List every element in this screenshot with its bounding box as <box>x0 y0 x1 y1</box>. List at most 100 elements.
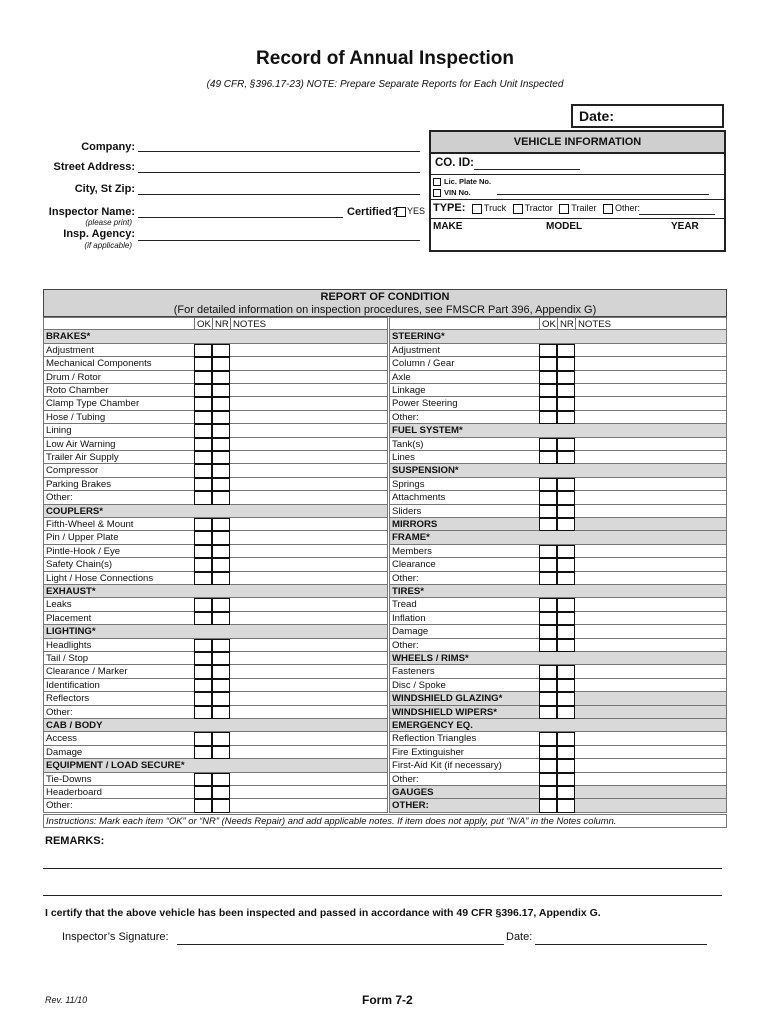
ok-checkbox[interactable] <box>194 558 212 572</box>
ok-checkbox[interactable] <box>194 531 212 545</box>
signature-field[interactable] <box>177 944 504 945</box>
notes-field[interactable] <box>575 572 728 584</box>
ok-checkbox[interactable] <box>194 772 212 786</box>
company-field[interactable] <box>138 151 420 152</box>
ok-checkbox[interactable] <box>539 772 557 786</box>
notes-field[interactable] <box>575 371 728 383</box>
ok-checkbox[interactable] <box>194 518 212 532</box>
nr-checkbox[interactable] <box>212 571 230 585</box>
nr-checkbox[interactable] <box>557 759 575 773</box>
nr-checkbox[interactable] <box>557 410 575 425</box>
ok-checkbox[interactable] <box>539 491 557 505</box>
notes-field[interactable] <box>230 424 389 436</box>
ok-checkbox[interactable] <box>539 370 557 384</box>
nr-checkbox[interactable] <box>557 491 575 505</box>
notes-field[interactable] <box>230 451 389 463</box>
nr-checkbox[interactable] <box>212 437 230 451</box>
ok-checkbox[interactable] <box>539 786 557 800</box>
notes-field[interactable] <box>230 545 389 557</box>
city-field[interactable] <box>138 194 420 195</box>
vin-option[interactable]: VIN No. <box>433 187 722 198</box>
ok-checkbox[interactable] <box>194 692 212 706</box>
notes-field[interactable] <box>575 746 728 758</box>
ok-checkbox[interactable] <box>194 491 212 505</box>
nr-checkbox[interactable] <box>557 611 575 626</box>
nr-checkbox[interactable] <box>212 464 230 478</box>
nr-checkbox[interactable] <box>212 531 230 545</box>
nr-checkbox[interactable] <box>557 518 575 532</box>
notes-field[interactable] <box>575 505 728 517</box>
notes-field[interactable] <box>230 411 389 423</box>
nr-checkbox[interactable] <box>557 745 575 760</box>
notes-field[interactable] <box>230 438 389 450</box>
checkbox[interactable] <box>396 206 406 217</box>
notes-field[interactable] <box>575 706 728 718</box>
ok-checkbox[interactable] <box>194 451 212 465</box>
notes-field[interactable] <box>230 799 389 811</box>
nr-checkbox[interactable] <box>557 665 575 679</box>
nr-checkbox[interactable] <box>557 772 575 786</box>
checkbox[interactable] <box>471 203 482 214</box>
notes-field[interactable] <box>575 438 728 450</box>
ok-checkbox[interactable] <box>539 625 557 639</box>
nr-checkbox[interactable] <box>212 491 230 505</box>
type-other-field[interactable] <box>639 214 715 215</box>
ok-checkbox[interactable] <box>194 611 212 626</box>
notes-field[interactable] <box>230 464 389 476</box>
notes-field[interactable] <box>575 491 728 503</box>
nr-checkbox[interactable] <box>212 611 230 626</box>
ok-checkbox[interactable] <box>194 571 212 585</box>
notes-field[interactable] <box>230 357 389 369</box>
date-field[interactable]: Date: <box>571 104 724 128</box>
notes-field[interactable] <box>575 665 728 677</box>
notes-field[interactable] <box>230 491 389 503</box>
nr-checkbox[interactable] <box>557 692 575 706</box>
ok-checkbox[interactable] <box>539 692 557 706</box>
nr-checkbox[interactable] <box>212 544 230 559</box>
ok-checkbox[interactable] <box>539 384 557 398</box>
nr-checkbox[interactable] <box>557 504 575 518</box>
notes-field[interactable] <box>575 799 728 811</box>
notes-field[interactable] <box>230 773 389 785</box>
notes-field[interactable] <box>230 344 389 356</box>
nr-checkbox[interactable] <box>557 477 575 492</box>
remarks-line-1[interactable] <box>43 868 722 869</box>
ok-checkbox[interactable] <box>194 638 212 652</box>
notes-field[interactable] <box>230 598 389 610</box>
ok-checkbox[interactable] <box>539 732 557 746</box>
ok-checkbox[interactable] <box>539 558 557 572</box>
notes-field[interactable] <box>230 612 389 624</box>
checkbox[interactable] <box>512 203 523 214</box>
nr-checkbox[interactable] <box>212 397 230 411</box>
notes-field[interactable] <box>230 518 389 530</box>
nr-checkbox[interactable] <box>212 558 230 572</box>
nr-checkbox[interactable] <box>557 343 575 358</box>
ok-checkbox[interactable] <box>194 384 212 398</box>
nr-checkbox[interactable] <box>557 786 575 800</box>
agency-field[interactable] <box>138 240 420 241</box>
nr-checkbox[interactable] <box>557 437 575 451</box>
notes-field[interactable] <box>575 692 728 704</box>
ok-checkbox[interactable] <box>194 678 212 693</box>
notes-field[interactable] <box>230 679 389 691</box>
ok-checkbox[interactable] <box>539 665 557 679</box>
notes-field[interactable] <box>230 706 389 718</box>
notes-field[interactable] <box>230 665 389 677</box>
notes-field[interactable] <box>575 732 728 744</box>
notes-field[interactable] <box>575 679 728 691</box>
ok-checkbox[interactable] <box>539 611 557 626</box>
notes-field[interactable] <box>575 545 728 557</box>
ok-checkbox[interactable] <box>539 638 557 652</box>
make-model-year[interactable]: MAKE MODEL YEAR <box>431 219 724 253</box>
nr-checkbox[interactable] <box>557 544 575 559</box>
checkbox[interactable] <box>602 203 613 214</box>
notes-field[interactable] <box>575 411 728 423</box>
ok-checkbox[interactable] <box>194 799 212 813</box>
notes-field[interactable] <box>575 451 728 463</box>
nr-checkbox[interactable] <box>212 424 230 438</box>
nr-checkbox[interactable] <box>212 598 230 612</box>
ok-checkbox[interactable] <box>539 678 557 693</box>
nr-checkbox[interactable] <box>212 732 230 746</box>
notes-field[interactable] <box>575 625 728 637</box>
notes-field[interactable] <box>230 371 389 383</box>
